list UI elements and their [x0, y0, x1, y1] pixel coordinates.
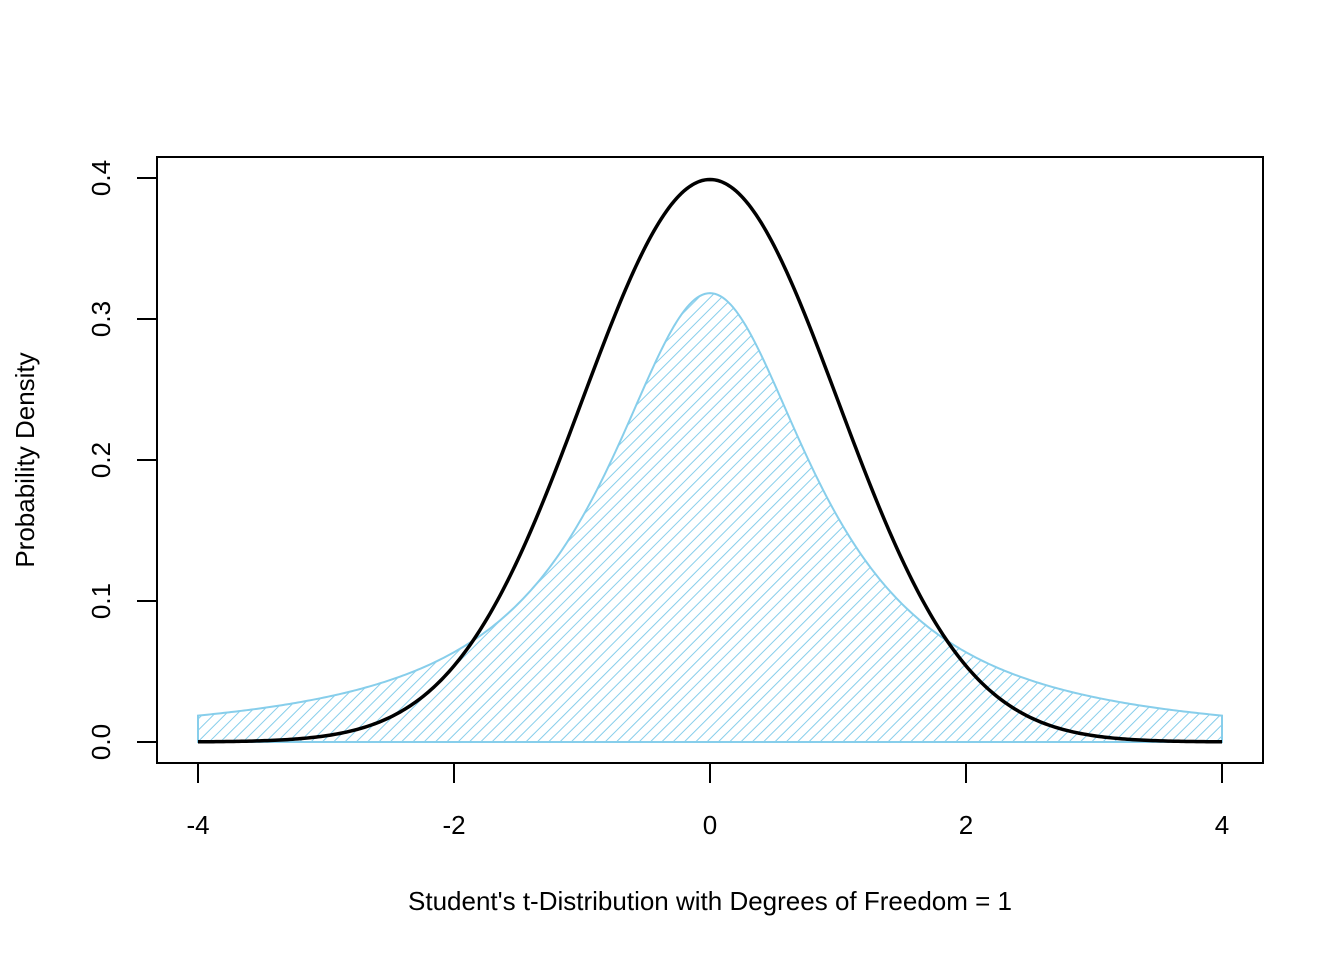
y-axis-label: Probability Density [10, 352, 40, 567]
x-axis: -4 -2 0 2 4 [186, 762, 1229, 840]
y-tick-label: 0.2 [86, 442, 116, 478]
y-tick-label: 0.0 [86, 724, 116, 760]
x-tick-label: -2 [442, 810, 465, 840]
y-tick-label: 0.1 [86, 583, 116, 619]
normal-density-curve [197, 177, 1223, 744]
x-tick-label: 0 [703, 810, 717, 840]
x-tick-label: -4 [186, 810, 209, 840]
t-distribution-area [197, 292, 1223, 743]
y-axis: 0.0 0.1 0.2 0.3 0.4 [86, 160, 158, 760]
x-axis-label: Student's t-Distribution with Degrees of… [408, 886, 1012, 916]
x-tick-label: 4 [1215, 810, 1229, 840]
y-tick-label: 0.4 [86, 160, 116, 196]
x-tick-label: 2 [959, 810, 973, 840]
y-tick-label: 0.3 [86, 301, 116, 337]
